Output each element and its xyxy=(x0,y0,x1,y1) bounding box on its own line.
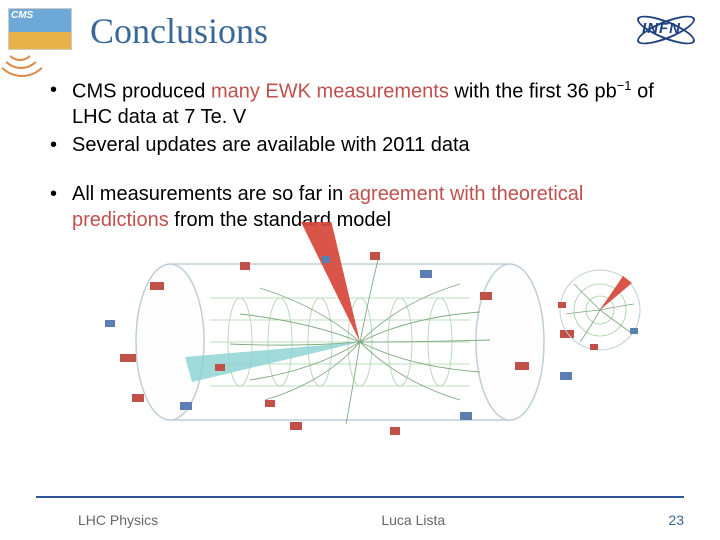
bullet-list: CMS produced many EWK measurements with … xyxy=(0,58,720,234)
slide-title: Conclusions xyxy=(90,8,630,52)
bullet-text: with the first 36 pb xyxy=(449,81,617,103)
footer-left: LHC Physics xyxy=(78,512,158,528)
footer-divider xyxy=(36,496,684,498)
infn-logo-text: INFN xyxy=(642,20,681,37)
bullet-text: from the standard model xyxy=(169,209,391,231)
bullet-text: Several updates are available with 2011 … xyxy=(72,134,470,156)
footer-center: Luca Lista xyxy=(381,512,445,528)
bullet-item: All measurements are so far in agreement… xyxy=(44,182,684,233)
bullet-highlight: many EWK measurements xyxy=(211,81,449,103)
detector-graphic xyxy=(60,222,660,462)
page-number: 23 xyxy=(668,512,684,528)
bullet-item: CMS produced many EWK measurements with … xyxy=(44,78,684,131)
cms-logo: CMS xyxy=(8,8,72,50)
bullet-text: CMS produced xyxy=(72,81,211,103)
slide-header: CMS Conclusions INFN xyxy=(0,0,720,58)
infn-logo: INFN xyxy=(630,10,702,50)
bullet-item: Several updates are available with 2011 … xyxy=(44,133,684,159)
bullet-text: All measurements are so far in xyxy=(72,183,349,205)
slide-footer: LHC Physics Luca Lista 23 xyxy=(0,512,720,528)
bullet-sup: −1 xyxy=(617,78,632,93)
